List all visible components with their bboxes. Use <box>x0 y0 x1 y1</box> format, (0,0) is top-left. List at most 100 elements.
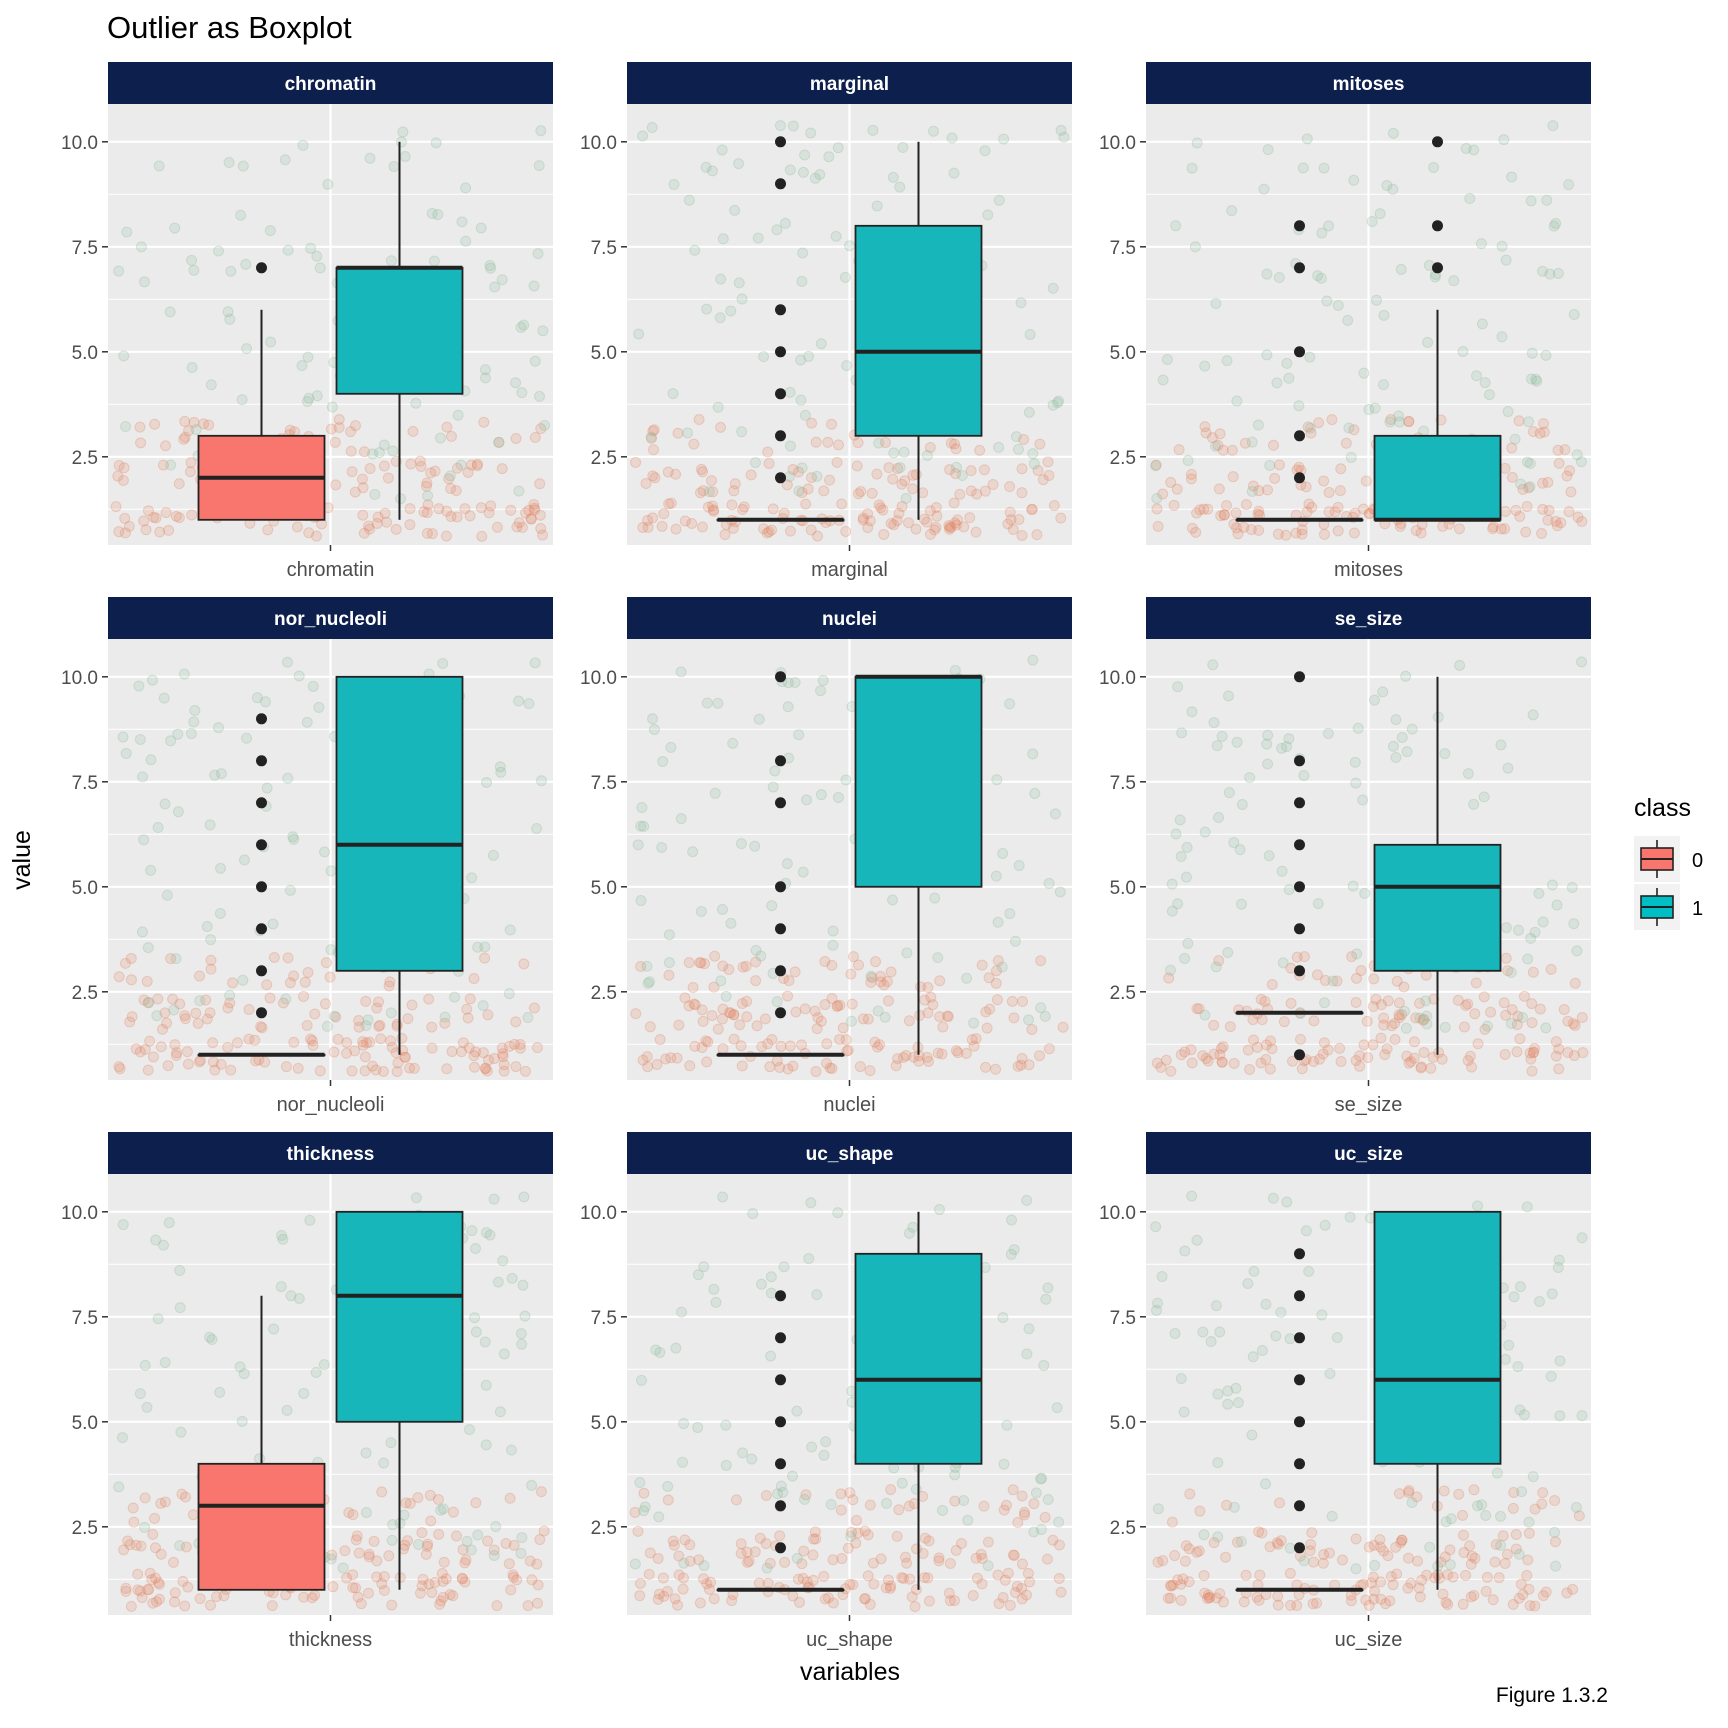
jitter-point <box>1438 1485 1450 1497</box>
jitter-point <box>990 977 1002 989</box>
jitter-point <box>1377 1545 1389 1557</box>
jitter-point <box>445 430 457 442</box>
jitter-point <box>1537 1590 1549 1602</box>
jitter-point <box>284 977 296 989</box>
jitter-point <box>178 433 190 445</box>
jitter-point <box>1259 996 1271 1008</box>
jitter-point <box>706 500 718 512</box>
jitter-point <box>795 354 807 366</box>
jitter-point <box>1035 1473 1047 1485</box>
jitter-point <box>1246 436 1258 448</box>
jitter-point <box>1043 877 1055 889</box>
jitter-point <box>1021 1194 1033 1206</box>
jitter-point <box>1228 1057 1240 1069</box>
jitter-point <box>1018 1506 1030 1518</box>
jitter-point <box>1511 1019 1523 1031</box>
jitter-point <box>222 306 234 318</box>
jitter-point <box>1224 1021 1236 1033</box>
jitter-point <box>1515 1578 1527 1590</box>
jitter-point <box>747 1208 759 1220</box>
jitter-point <box>1460 142 1472 154</box>
jitter-point <box>1550 1036 1562 1048</box>
jitter-point <box>357 1039 369 1051</box>
jitter-point <box>656 520 668 532</box>
jitter-point <box>518 1191 530 1203</box>
jitter-point <box>1502 965 1514 977</box>
jitter-point <box>222 1042 234 1054</box>
jitter-point <box>1318 475 1330 487</box>
jitter-point <box>420 1548 432 1560</box>
jitter-point <box>1439 1551 1451 1563</box>
jitter-point <box>145 864 157 876</box>
jitter-point <box>645 431 657 443</box>
jitter-point <box>186 362 198 374</box>
jitter-point <box>1536 527 1548 539</box>
jitter-point <box>498 1059 510 1071</box>
y-tick-label: 7.5 <box>591 773 617 794</box>
jitter-point <box>1396 1009 1408 1021</box>
jitter-point <box>426 207 438 219</box>
jitter-point <box>1406 723 1418 735</box>
jitter-point <box>1351 948 1363 960</box>
jitter-point <box>781 479 793 491</box>
jitter-point <box>482 1535 494 1547</box>
jitter-point <box>167 993 179 1005</box>
jitter-point <box>125 1600 137 1612</box>
jitter-point <box>515 1328 527 1340</box>
jitter-point <box>975 1548 987 1560</box>
jitter-point <box>153 1578 165 1590</box>
jitter-point <box>811 1023 823 1035</box>
jitter-point <box>353 1015 365 1027</box>
outlier-point <box>1294 1500 1305 1512</box>
y-tick-label: 2.5 <box>1110 1518 1136 1539</box>
jitter-point <box>1023 1059 1035 1071</box>
jitter-point <box>1277 957 1289 969</box>
jitter-point <box>990 870 1002 882</box>
outlier-point <box>256 262 267 274</box>
jitter-point <box>292 1062 304 1074</box>
jitter-point <box>1253 524 1265 536</box>
jitter-point <box>1004 481 1016 493</box>
jitter-point <box>1258 183 1270 195</box>
jitter-point <box>415 461 427 473</box>
jitter-point <box>1004 698 1016 710</box>
jitter-point <box>720 990 732 1002</box>
facet-strip-label: thickness <box>287 1144 375 1165</box>
jitter-point <box>1437 1588 1449 1600</box>
jitter-point <box>900 492 912 504</box>
jitter-point <box>815 789 827 801</box>
jitter-point <box>784 440 796 452</box>
jitter-point <box>701 697 713 709</box>
jitter-point <box>1523 1527 1535 1539</box>
jitter-point <box>693 1554 705 1566</box>
jitter-point <box>1500 1009 1512 1021</box>
jitter-point <box>498 1348 510 1360</box>
jitter-point <box>495 766 507 778</box>
jitter-point <box>1454 659 1466 671</box>
jitter-point <box>758 523 770 535</box>
jitter-point <box>1444 1544 1456 1556</box>
jitter-point <box>929 524 941 536</box>
jitter-point <box>421 1540 433 1552</box>
jitter-point <box>1152 1556 1164 1568</box>
jitter-point <box>282 952 294 964</box>
jitter-point <box>805 127 817 139</box>
jitter-point <box>355 1598 367 1610</box>
jitter-point <box>835 1488 847 1500</box>
jitter-point <box>864 515 876 527</box>
outlier-point <box>1294 923 1305 935</box>
jitter-point <box>763 457 775 469</box>
jitter-point <box>1272 1538 1284 1550</box>
jitter-point <box>864 1598 876 1610</box>
jitter-point <box>113 1061 125 1073</box>
jitter-point <box>692 1421 704 1433</box>
jitter-point <box>537 529 549 541</box>
jitter-point <box>929 892 941 904</box>
box-class-1 <box>335 675 464 1055</box>
jitter-point <box>708 1593 720 1605</box>
jitter-point <box>885 966 897 978</box>
jitter-point <box>1240 1569 1252 1581</box>
jitter-point <box>923 1595 935 1607</box>
jitter-point <box>1317 1048 1329 1060</box>
jitter-point <box>1379 1049 1391 1061</box>
